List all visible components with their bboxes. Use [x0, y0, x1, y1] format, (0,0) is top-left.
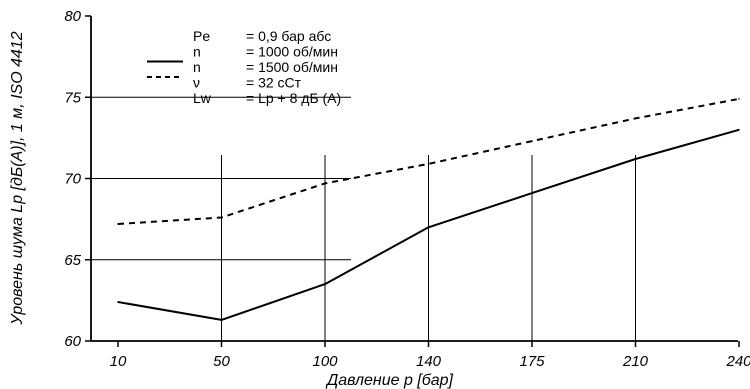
x-tick-label-240: 240 — [725, 353, 750, 370]
legend-value-1: = 0,9 бар абс — [246, 28, 331, 44]
data-point-2-10 — [117, 223, 119, 225]
data-point-2-175 — [531, 140, 533, 142]
legend-symbol-2: n — [193, 44, 201, 60]
y-tick-label-70: 70 — [64, 171, 81, 188]
data-point-1-100 — [324, 283, 326, 285]
legend-value-5: = Lp + 8 дБ (А) — [246, 90, 341, 106]
x-axis-label: Давление p [бар] — [325, 372, 454, 389]
x-tick-label-10: 10 — [110, 353, 127, 370]
data-point-2-240 — [738, 98, 740, 100]
y-tick-label-80: 80 — [64, 8, 81, 25]
x-tick-label-140: 140 — [416, 353, 442, 370]
legend-symbol-3: n — [193, 59, 201, 75]
legend-symbol-1: Pe — [193, 28, 210, 44]
legend-value-2: = 1000 об/мин — [246, 44, 338, 60]
data-point-2-100 — [324, 182, 326, 185]
data-point-1-240 — [738, 128, 740, 131]
series-layer — [117, 97, 740, 321]
data-point-1-210 — [634, 158, 637, 160]
data-point-1-10 — [117, 301, 119, 303]
data-point-1-140 — [427, 226, 430, 229]
y-tick-label-75: 75 — [64, 89, 81, 106]
tick-layer: 60 65 70 75 80 10 50 100 140 175 210 240 — [64, 8, 750, 370]
data-point-1-175 — [531, 192, 533, 194]
x-tick-label-100: 100 — [312, 353, 338, 370]
y-tick-label-65: 65 — [64, 252, 81, 269]
legend-symbol-5: Lw — [193, 90, 212, 106]
legend-symbol-4: ν — [193, 75, 200, 91]
y-axis-label: Уровень шума Lp [дБ(А)], 1 м, ISO 4412 — [9, 31, 26, 326]
data-point-1-50 — [220, 319, 223, 321]
grid-layer — [91, 96, 636, 341]
data-point-2-140 — [427, 163, 430, 165]
y-tick-label-60: 60 — [64, 333, 81, 350]
legend-value-3: = 1500 об/мин — [246, 59, 338, 75]
x-tick-label-210: 210 — [622, 353, 649, 370]
legend: Pe = 0,9 бар абс n = 1000 об/мин n = 1500 об/… — [147, 28, 341, 106]
x-tick-label-175: 175 — [519, 353, 545, 370]
data-point-2-210 — [634, 117, 637, 120]
data-point-2-50 — [220, 216, 223, 219]
x-tick-label-50: 50 — [213, 353, 230, 370]
legend-value-4: = 32 сСт — [246, 75, 302, 91]
